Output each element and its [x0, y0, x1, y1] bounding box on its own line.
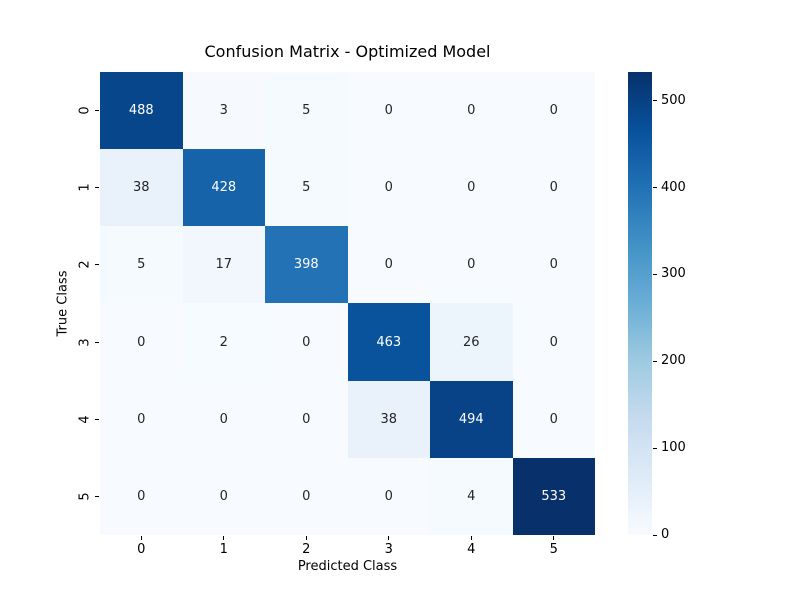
- colorbar-tick-label: 100: [661, 440, 686, 456]
- heatmap-cell: 0: [430, 226, 513, 304]
- heatmap-cell: 0: [430, 149, 513, 227]
- y-tick-label-text: 4: [77, 415, 93, 424]
- y-tick-label-text: 1: [77, 183, 93, 192]
- heatmap-cell: 3: [182, 72, 265, 150]
- y-tick-label-text: 0: [77, 106, 93, 115]
- heatmap-cell: 0: [512, 303, 595, 381]
- x-tick-mark: [223, 536, 225, 540]
- heatmap-cell: 0: [182, 457, 265, 535]
- y-tick-mark: [95, 341, 99, 343]
- heatmap-cell: 0: [265, 303, 348, 381]
- colorbar: [628, 72, 652, 535]
- heatmap-cell: 398: [265, 226, 348, 304]
- heatmap-cell: 0: [100, 380, 183, 458]
- x-tick-mark: [553, 536, 555, 540]
- heatmap-cell: 5: [265, 72, 348, 150]
- y-tick-mark: [95, 264, 99, 266]
- colorbar-tick-label: 300: [661, 266, 686, 282]
- x-tick-label: 2: [302, 542, 311, 557]
- y-tick-label: 1: [76, 149, 94, 226]
- heatmap-cell: 0: [100, 457, 183, 535]
- y-tick-label: 5: [76, 458, 94, 535]
- heatmap-cell: 0: [512, 380, 595, 458]
- y-tick-mark: [95, 495, 99, 497]
- heatmap-cell: 0: [347, 457, 430, 535]
- y-tick-label: 3: [76, 304, 94, 381]
- heatmap-cell: 26: [430, 303, 513, 381]
- heatmap-cell: 0: [265, 380, 348, 458]
- x-tick-label: 0: [137, 542, 146, 557]
- y-tick-mark: [95, 187, 99, 189]
- heatmap-cell: 0: [100, 303, 183, 381]
- x-tick-label: 3: [384, 542, 393, 557]
- heatmap-cell: 0: [347, 226, 430, 304]
- y-tick-label-text: 2: [77, 260, 93, 270]
- x-tick-label: 5: [549, 542, 558, 557]
- heatmap-cell: 0: [182, 380, 265, 458]
- colorbar-tick-label: 200: [661, 353, 686, 369]
- heatmap-cell: 0: [347, 149, 430, 227]
- y-axis-label: True Class: [52, 72, 74, 535]
- heatmap-cell: 463: [347, 303, 430, 381]
- colorbar-tick-mark: [653, 273, 657, 275]
- y-tick-label: 0: [76, 72, 94, 149]
- x-axis-label: Predicted Class: [297, 559, 398, 574]
- heatmap-cell: 2: [182, 303, 265, 381]
- x-tick-mark: [140, 536, 142, 540]
- heatmap-cell: 0: [430, 72, 513, 150]
- x-tick-mark: [470, 536, 472, 540]
- y-tick-mark: [95, 418, 99, 420]
- y-tick-label: 2: [76, 226, 94, 303]
- heatmap-cell: 0: [347, 72, 430, 150]
- heatmap-cell: 0: [265, 457, 348, 535]
- colorbar-tick-mark: [653, 534, 657, 536]
- colorbar-tick-label: 500: [661, 92, 686, 108]
- heatmap-cell: 4: [430, 457, 513, 535]
- heatmap-cell: 428: [182, 149, 265, 227]
- y-tick-label-text: 5: [77, 492, 93, 501]
- heatmap-cell: 38: [347, 380, 430, 458]
- y-tick-label: 4: [76, 381, 94, 458]
- heatmap-cell: 0: [512, 72, 595, 150]
- y-axis-label-text: True Class: [55, 270, 71, 337]
- colorbar-tick-mark: [653, 187, 657, 189]
- colorbar-tick-mark: [653, 447, 657, 449]
- heatmap-cell: 0: [512, 149, 595, 227]
- x-tick-label: 4: [467, 542, 476, 557]
- chart-title: Confusion Matrix - Optimized Model: [204, 42, 491, 61]
- heatmap-cell: 17: [182, 226, 265, 304]
- heatmap-cell: 5: [100, 226, 183, 304]
- heatmap-cell: 0: [512, 226, 595, 304]
- x-tick-mark: [388, 536, 390, 540]
- heatmap-cell: 38: [100, 149, 183, 227]
- y-tick-label-text: 3: [77, 337, 93, 347]
- heatmap-cell: 5: [265, 149, 348, 227]
- heatmap-cell: 488: [100, 72, 183, 150]
- y-tick-mark: [95, 110, 99, 112]
- colorbar-tick-label: 400: [661, 179, 686, 195]
- colorbar-tick-mark: [653, 360, 657, 362]
- heatmap-cell: 494: [430, 380, 513, 458]
- colorbar-tick-mark: [653, 100, 657, 102]
- heatmap-grid: 488 3 5 0 0 0 38 428 5 0 0 0 5 17 398 0 0 0 0 2 0 463 26 0 0 0 0 38…: [100, 72, 595, 535]
- x-tick-mark: [305, 536, 307, 540]
- x-tick-label: 1: [219, 542, 228, 557]
- heatmap-cell: 533: [512, 457, 595, 535]
- colorbar-tick-label: 0: [661, 527, 670, 542]
